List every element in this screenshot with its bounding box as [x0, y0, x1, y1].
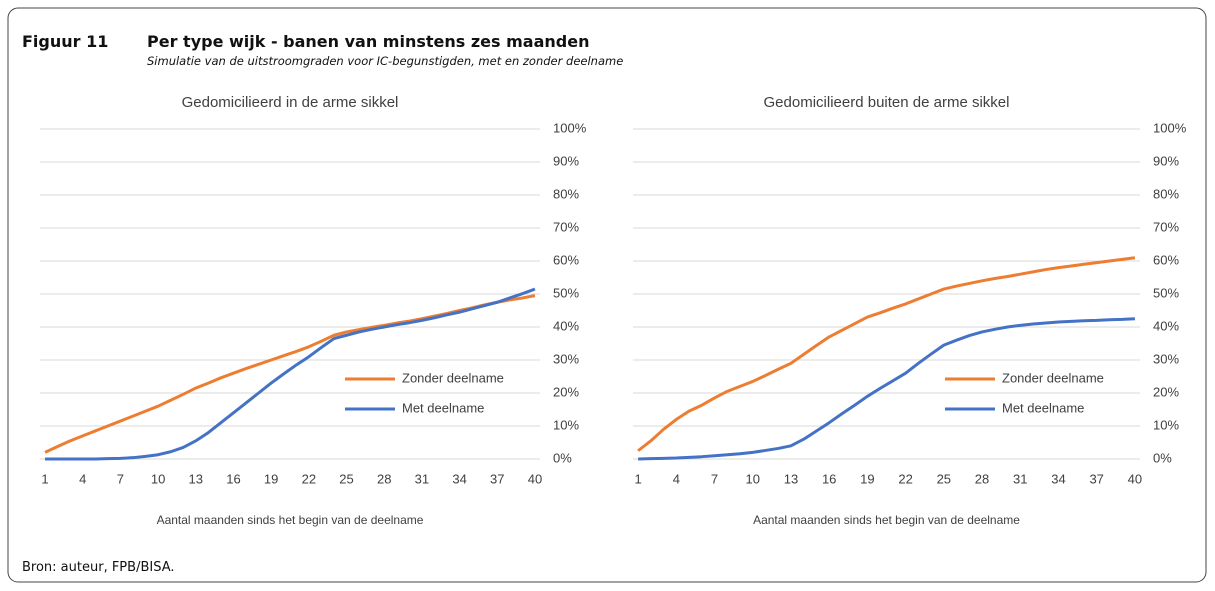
x-tick-label: 4 [79, 471, 86, 486]
y-tick-label: 30% [553, 351, 579, 366]
y-tick-label: 70% [553, 219, 579, 234]
chart-title: Gedomicilieerd in de arme sikkel [182, 94, 399, 111]
source-note: Bron: auteur, FPB/BISA. [22, 560, 175, 575]
legend-label: Zonder deelname [1002, 370, 1104, 385]
y-tick-label: 10% [553, 417, 579, 432]
x-tick-label: 28 [377, 471, 391, 486]
y-tick-label: 90% [553, 153, 579, 168]
x-tick-label: 31 [1013, 471, 1027, 486]
frame [7, 7, 1207, 583]
y-tick-label: 20% [1153, 384, 1179, 399]
x-tick-label: 34 [452, 471, 466, 486]
data-line [45, 287, 536, 461]
y-tick-label: 50% [1153, 285, 1179, 300]
legend-label: Met deelname [1002, 400, 1084, 415]
legend-label: Met deelname [402, 400, 484, 415]
x-tick-label: 13 [784, 471, 798, 486]
y-tick-label: 40% [1153, 318, 1179, 333]
x-tick-label: 40 [528, 471, 542, 486]
y-tick-label: 90% [1153, 153, 1179, 168]
charts: Gedomicilieerd in de arme sikkel Aantal m… [40, 94, 1187, 527]
x-tick-label: 4 [673, 471, 680, 486]
figure-subtitle: Simulatie van de uitstroomgraden voor IC… [147, 54, 623, 68]
x-tick-label: 28 [975, 471, 989, 486]
x-tick-label: 19 [264, 471, 278, 486]
y-tick-label: 100% [553, 120, 587, 135]
x-tick-label: 25 [937, 471, 951, 486]
y-tick-label: 0% [553, 450, 572, 465]
x-tick-label: 13 [189, 471, 203, 486]
y-tick-label: 100% [1153, 120, 1187, 135]
figure-label: Figuur 11 [22, 32, 108, 51]
x-tick-label: 25 [339, 471, 353, 486]
x-tick-label: 10 [151, 471, 165, 486]
x-axis-title: Aantal maanden sinds het begin van de de… [753, 513, 1020, 527]
x-tick-label: 37 [1089, 471, 1103, 486]
x-tick-label: 7 [117, 471, 124, 486]
x-tick-label: 19 [860, 471, 874, 486]
x-tick-label: 7 [711, 471, 718, 486]
figure-title: Per type wijk - banen van minstens zes m… [147, 32, 589, 51]
x-tick-label: 16 [822, 471, 836, 486]
y-tick-label: 20% [553, 384, 579, 399]
legend-label: Zonder deelname [402, 370, 504, 385]
x-tick-label: 16 [226, 471, 240, 486]
y-tick-label: 10% [1153, 417, 1179, 432]
x-tick-label: 1 [634, 471, 641, 486]
data-line [637, 256, 1136, 452]
x-axis-title: Aantal maanden sinds het begin van de de… [157, 513, 424, 527]
x-tick-label: 1 [41, 471, 48, 486]
y-tick-label: 80% [1153, 186, 1179, 201]
y-tick-label: 60% [553, 252, 579, 267]
x-tick-label: 10 [746, 471, 760, 486]
y-tick-label: 30% [1153, 351, 1179, 366]
y-tick-label: 0% [1153, 450, 1172, 465]
y-tick-label: 40% [553, 318, 579, 333]
x-tick-label: 22 [302, 471, 316, 486]
chart-title: Gedomicilieerd buiten de arme sikkel [764, 94, 1010, 111]
y-tick-label: 80% [553, 186, 579, 201]
y-tick-label: 60% [1153, 252, 1179, 267]
x-tick-label: 34 [1051, 471, 1065, 486]
y-tick-label: 50% [553, 285, 579, 300]
x-tick-label: 22 [898, 471, 912, 486]
x-tick-label: 31 [415, 471, 429, 486]
x-tick-label: 37 [490, 471, 504, 486]
y-tick-label: 70% [1153, 219, 1179, 234]
x-tick-label: 40 [1128, 471, 1142, 486]
data-line [638, 317, 1135, 461]
